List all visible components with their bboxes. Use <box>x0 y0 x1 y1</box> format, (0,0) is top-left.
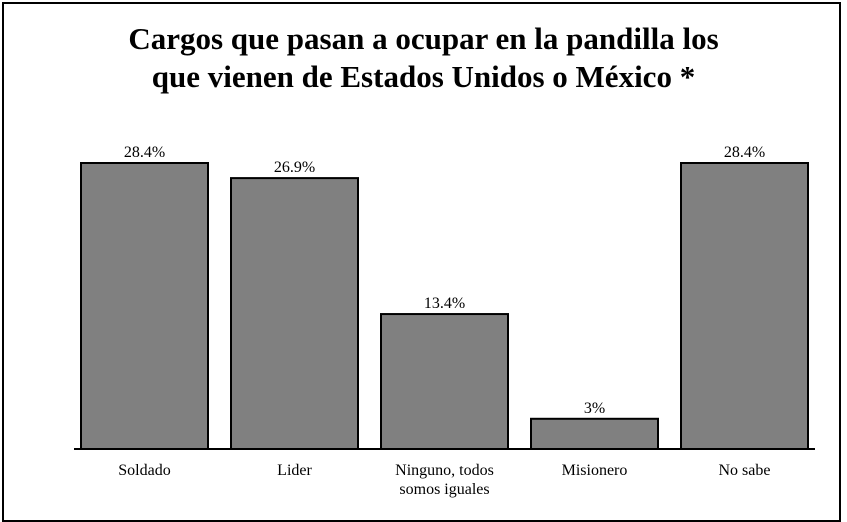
value-labels-group: 28.4% 26.9% 13.4% 3% 28.4% <box>124 144 765 417</box>
bar-2 <box>380 313 509 450</box>
value-label-2: 13.4% <box>424 295 465 312</box>
category-label-2-line-1: somos iguales <box>399 481 489 498</box>
value-label-0: 28.4% <box>124 144 165 161</box>
bars-group <box>80 162 809 451</box>
bar-1 <box>230 177 359 451</box>
value-label-1: 26.9% <box>274 159 315 176</box>
category-label-2-line-0: Ninguno, todos <box>395 462 494 479</box>
value-label-3: 3% <box>584 400 605 417</box>
chart-title: Cargos que pasan a ocupar en la pandilla… <box>0 20 847 96</box>
chart-title-line-2: que vienen de Estados Unidos o México * <box>151 59 696 94</box>
category-label-1: Lider <box>277 462 312 479</box>
category-labels-group: Soldado Lider Ninguno, todos somos iguales M… <box>118 462 770 498</box>
bar-chart: 28.4% 26.9% 13.4% 3% 28.4% Soldado Lider Ningu… <box>74 144 815 498</box>
value-label-4: 28.4% <box>724 144 765 161</box>
bar-4 <box>680 162 809 450</box>
category-label-3: Misionero <box>562 462 628 479</box>
category-label-0: Soldado <box>118 462 170 479</box>
category-label-4: No sabe <box>719 462 771 479</box>
chart-title-line-1: Cargos que pasan a ocupar en la pandilla… <box>128 21 719 56</box>
bar-0 <box>80 162 209 450</box>
bar-3 <box>530 417 659 450</box>
